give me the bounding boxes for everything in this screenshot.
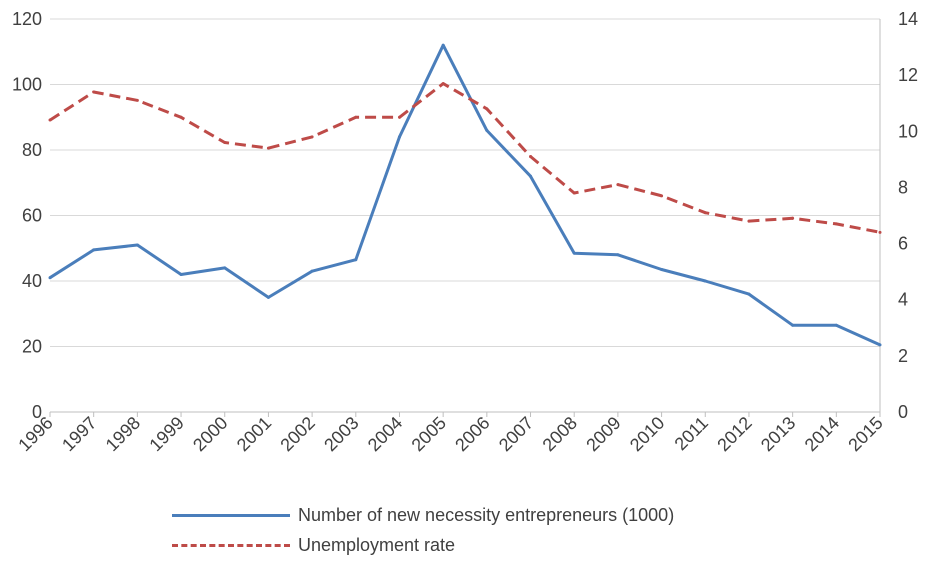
- x-tick-label: 2003: [320, 413, 362, 455]
- legend-swatch-solid: [172, 513, 290, 517]
- left-tick-label: 80: [22, 140, 42, 160]
- right-tick-label: 14: [898, 9, 918, 29]
- x-tick-label: 2013: [757, 413, 799, 455]
- data-point-1: [616, 183, 620, 187]
- data-point-0: [834, 323, 838, 327]
- x-tick-label: 2015: [844, 413, 886, 455]
- x-tick-label: 2014: [801, 413, 843, 455]
- data-point-0: [485, 128, 489, 132]
- x-tick-label: 2004: [364, 413, 406, 455]
- data-point-1: [135, 98, 139, 102]
- data-point-1: [310, 135, 314, 139]
- legend-label: Number of new necessity entrepreneurs (1…: [298, 504, 675, 525]
- data-point-0: [572, 251, 576, 255]
- left-tick-label: 120: [12, 9, 42, 29]
- right-tick-label: 12: [898, 65, 918, 85]
- left-tick-label: 40: [22, 271, 42, 291]
- right-tick-label: 10: [898, 121, 918, 141]
- x-tick-label: 2010: [626, 413, 668, 455]
- data-point-0: [660, 268, 664, 272]
- data-point-1: [485, 107, 489, 111]
- x-tick-label: 2012: [713, 413, 755, 455]
- data-point-0: [397, 135, 401, 139]
- legend-swatch-dashed: [172, 543, 290, 547]
- left-tick-label: 60: [22, 206, 42, 226]
- x-tick-label: 1996: [14, 413, 56, 455]
- data-point-1: [441, 82, 445, 86]
- x-tick-label: 2007: [495, 413, 537, 455]
- right-tick-label: 8: [898, 177, 908, 197]
- left-tick-label: 20: [22, 337, 42, 357]
- data-point-0: [529, 174, 533, 178]
- right-tick-label: 6: [898, 234, 908, 254]
- data-point-1: [397, 115, 401, 119]
- data-point-1: [747, 219, 751, 223]
- data-point-0: [223, 266, 227, 270]
- data-point-0: [878, 343, 882, 347]
- x-axis-ticks: 1996 1997 1998 1999 2000 2001 2002 2003 2004 2005…: [14, 412, 887, 455]
- data-point-1: [529, 155, 533, 159]
- data-point-1: [572, 191, 576, 195]
- x-tick-label: 2006: [451, 413, 493, 455]
- x-tick-label: 2009: [582, 413, 624, 455]
- right-axis-ticks: 0 2 4 6 8 10 12 14: [898, 9, 918, 422]
- series-line-0: [49, 43, 881, 347]
- data-point-1: [179, 115, 183, 119]
- data-point-1: [703, 211, 707, 215]
- data-point-1: [878, 230, 882, 234]
- data-point-0: [92, 248, 96, 252]
- data-point-0: [747, 292, 751, 296]
- axes: [50, 19, 881, 413]
- data-point-1: [48, 118, 52, 122]
- x-tick-label: 2008: [539, 413, 581, 455]
- data-point-0: [135, 243, 139, 247]
- data-point-0: [266, 295, 270, 299]
- data-point-1: [791, 216, 795, 220]
- x-tick-label: 1998: [102, 413, 144, 455]
- data-point-0: [703, 279, 707, 283]
- right-tick-label: 2: [898, 346, 908, 366]
- data-point-1: [223, 141, 227, 145]
- data-point-1: [354, 115, 358, 119]
- data-point-1: [92, 90, 96, 94]
- x-tick-label: 1997: [58, 413, 100, 455]
- x-tick-label: 2000: [189, 413, 231, 455]
- data-point-0: [354, 258, 358, 262]
- left-tick-label: 0: [32, 402, 42, 422]
- x-tick-label: 2002: [276, 413, 318, 455]
- data-point-1: [834, 222, 838, 226]
- legend-item-unemployment-rate: Unemployment rate: [172, 530, 674, 560]
- data-point-1: [660, 194, 664, 198]
- data-point-0: [791, 323, 795, 327]
- data-point-0: [616, 253, 620, 257]
- x-tick-label: 2005: [408, 413, 450, 455]
- left-axis-ticks: 0 20 40 60 80 100 120: [12, 9, 42, 422]
- legend-item-necessity-entrepreneurs: Number of new necessity entrepreneurs (1…: [172, 500, 674, 530]
- data-point-0: [310, 269, 314, 273]
- data-point-0: [48, 276, 52, 280]
- right-tick-label: 0: [898, 402, 908, 422]
- data-point-0: [179, 272, 183, 276]
- grid-lines: [50, 18, 880, 347]
- series-line-1: [49, 82, 881, 234]
- data-point-1: [266, 146, 270, 150]
- data-point-0: [441, 43, 445, 47]
- x-tick-label: 2011: [671, 413, 713, 455]
- x-tick-label: 1999: [145, 413, 187, 455]
- x-tick-label: 2001: [233, 413, 275, 455]
- legend-label: Unemployment rate: [298, 534, 456, 555]
- legend: Number of new necessity entrepreneurs (1…: [172, 500, 674, 560]
- series-lines: [48, 43, 882, 347]
- left-tick-label: 100: [12, 75, 42, 95]
- right-tick-label: 4: [898, 290, 908, 310]
